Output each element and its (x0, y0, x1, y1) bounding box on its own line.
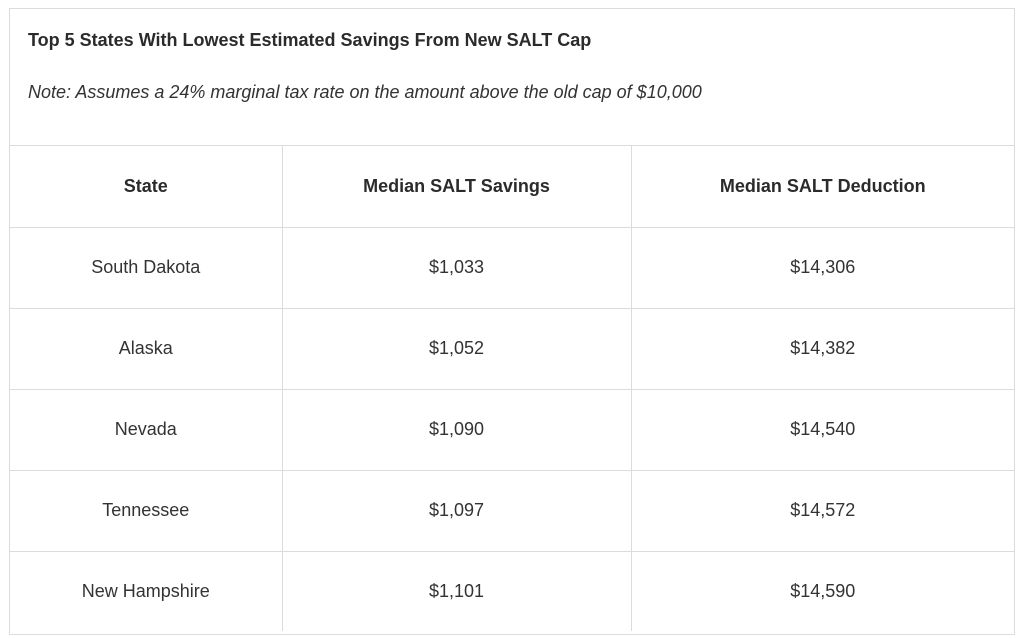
cell-state: Tennessee (10, 470, 283, 552)
salt-savings-table: State Median SALT Savings Median SALT De… (10, 146, 1014, 631)
table-row: Alaska $1,052 $14,382 (10, 308, 1014, 390)
column-header-state: State (10, 146, 283, 228)
table-row: South Dakota $1,033 $14,306 (10, 227, 1014, 309)
table-row: Nevada $1,090 $14,540 (10, 389, 1014, 471)
cell-median-salt-deduction: $14,590 (790, 580, 856, 601)
cell-state: Alaska (10, 308, 283, 390)
cell-median-salt-savings: $1,052 (282, 308, 632, 390)
cell-median-salt-savings: $1,097 (282, 470, 632, 552)
cell-state: Nevada (10, 389, 283, 471)
cell-median-salt-savings: $1,101 (282, 551, 632, 631)
table-row: New Hampshire $1,101 $14,590 (10, 551, 1014, 631)
cell-median-salt-deduction: $14,540 (631, 389, 1014, 471)
table-note: Note: Assumes a 24% marginal tax rate on… (28, 82, 702, 102)
table-header-row: State Median SALT Savings Median SALT De… (10, 146, 1014, 228)
cell-median-salt-deduction: $14,382 (631, 308, 1014, 390)
cell-median-salt-savings: $1,033 (282, 227, 632, 309)
table-row: Tennessee $1,097 $14,572 (10, 470, 1014, 552)
column-header-median-salt-deduction: Median SALT Deduction (631, 146, 1014, 228)
cell-median-salt-deduction: $14,572 (631, 470, 1014, 552)
cell-median-salt-deduction: $14,306 (631, 227, 1014, 309)
table-title: Top 5 States With Lowest Estimated Savin… (28, 30, 592, 50)
cell-median-salt-savings: $1,090 (282, 389, 632, 471)
cell-state: South Dakota (10, 227, 283, 309)
column-header-median-salt-savings: Median SALT Savings (282, 146, 632, 228)
salt-savings-table-card: Top 5 States With Lowest Estimated Savin… (9, 8, 1015, 635)
cell-state: New Hampshire (10, 551, 283, 631)
table-caption: Top 5 States With Lowest Estimated Savin… (10, 9, 1014, 146)
